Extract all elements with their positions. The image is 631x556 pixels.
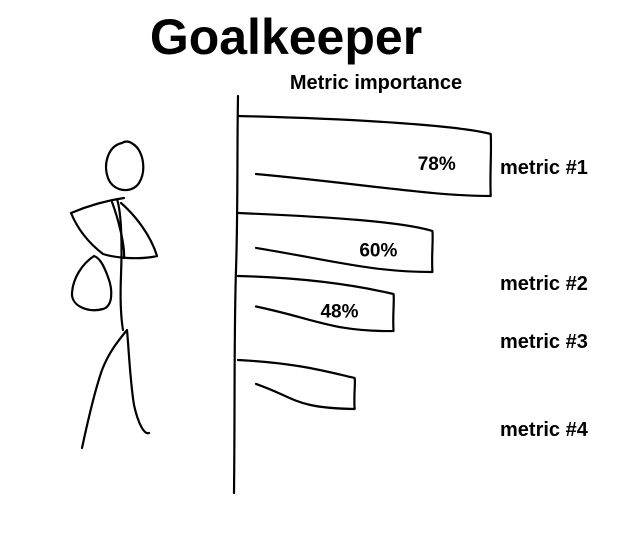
bar-series <box>236 114 493 411</box>
figure-glove <box>70 254 113 312</box>
y-axis-line <box>232 94 240 495</box>
chart-subtitle: Metric importance <box>290 72 462 94</box>
value-label-2: 60% <box>359 241 397 262</box>
category-label-4: metric #4 <box>500 419 589 441</box>
value-label-1: 78% <box>418 154 456 175</box>
figure-lower-arm <box>110 200 126 260</box>
bar-1 <box>236 114 493 198</box>
bar-4 <box>236 358 357 411</box>
category-labels: metric #1 metric #2 metric #3 metric #4 <box>500 157 589 441</box>
chart-title: Goalkeeper <box>150 9 422 65</box>
figure-head <box>105 140 145 192</box>
figure-shoulders <box>69 196 126 215</box>
bar-3 <box>236 274 395 333</box>
category-label-1: metric #1 <box>500 157 588 179</box>
goalkeeper-figure <box>69 140 159 450</box>
category-label-2: metric #2 <box>500 273 588 295</box>
figure-torso <box>115 197 125 332</box>
bar-2 <box>236 211 434 274</box>
value-labels: 78% 60% 48% <box>320 154 455 323</box>
category-label-3: metric #3 <box>500 331 588 353</box>
value-label-3: 48% <box>320 302 358 323</box>
figure-legs <box>80 328 151 450</box>
figure-upper-arm <box>69 201 159 260</box>
